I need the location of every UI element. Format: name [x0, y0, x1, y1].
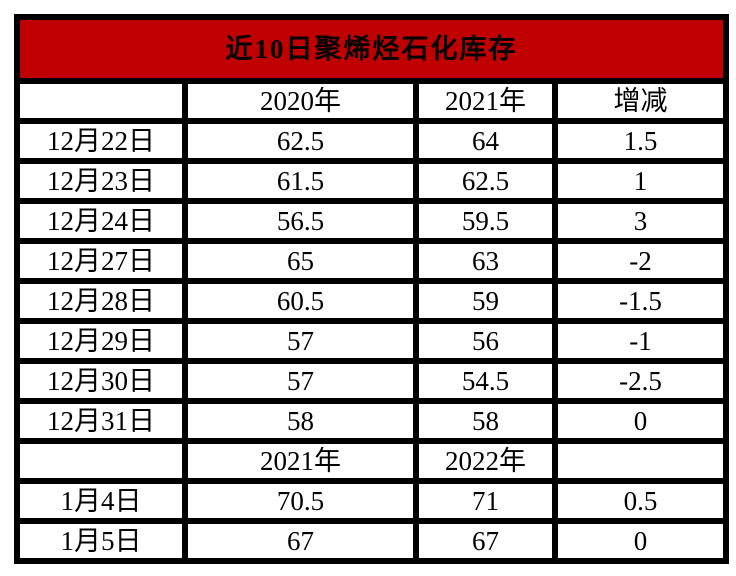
value-cell: 67	[413, 518, 558, 564]
value-cell: 62.5	[413, 158, 558, 204]
change-cell: 1	[552, 158, 729, 204]
column-header-2021b: 2021年	[182, 438, 419, 484]
change-cell: -2	[552, 238, 729, 284]
change-cell: 0.5	[552, 478, 729, 524]
value-cell: 61.5	[182, 158, 419, 204]
date-cell: 1月5日	[14, 518, 188, 564]
value-cell: 62.5	[182, 118, 419, 164]
table-title: 近10日聚烯烃石化库存	[14, 14, 729, 84]
value-cell: 64	[413, 118, 558, 164]
column-header-2022: 2022年	[413, 438, 558, 484]
date-cell: 12月31日	[14, 398, 188, 444]
date-cell: 12月30日	[14, 358, 188, 404]
table-row: 12月31日 58 58 0	[14, 398, 729, 444]
title-row: 近10日聚烯烃石化库存	[14, 14, 729, 84]
header-row-section1: 2020年 2021年 增减	[14, 78, 729, 124]
value-cell: 65	[182, 238, 419, 284]
table-row: 12月22日 62.5 64 1.5	[14, 118, 729, 164]
table-row: 1月5日 67 67 0	[14, 518, 729, 564]
value-cell: 56.5	[182, 198, 419, 244]
change-cell: -2.5	[552, 358, 729, 404]
column-header-2020: 2020年	[182, 78, 419, 124]
date-cell: 12月28日	[14, 278, 188, 324]
date-cell: 12月24日	[14, 198, 188, 244]
table-row: 12月30日 57 54.5 -2.5	[14, 358, 729, 404]
value-cell: 54.5	[413, 358, 558, 404]
date-cell: 12月22日	[14, 118, 188, 164]
column-header-blank	[14, 78, 188, 124]
change-cell: 3	[552, 198, 729, 244]
value-cell: 60.5	[182, 278, 419, 324]
value-cell: 57	[182, 318, 419, 364]
table-row: 12月23日 61.5 62.5 1	[14, 158, 729, 204]
date-cell: 1月4日	[14, 478, 188, 524]
value-cell: 71	[413, 478, 558, 524]
date-cell: 12月29日	[14, 318, 188, 364]
value-cell: 67	[182, 518, 419, 564]
change-cell: 0	[552, 398, 729, 444]
value-cell: 59	[413, 278, 558, 324]
change-cell: 0	[552, 518, 729, 564]
column-header-2021: 2021年	[413, 78, 558, 124]
date-cell: 12月27日	[14, 238, 188, 284]
column-header-change: 增减	[552, 78, 729, 124]
value-cell: 59.5	[413, 198, 558, 244]
column-header-blank2	[552, 438, 729, 484]
date-cell: 12月23日	[14, 158, 188, 204]
table-row: 12月29日 57 56 -1	[14, 318, 729, 364]
value-cell: 58	[413, 398, 558, 444]
change-cell: 1.5	[552, 118, 729, 164]
value-cell: 70.5	[182, 478, 419, 524]
change-cell: -1	[552, 318, 729, 364]
inventory-table: 近10日聚烯烃石化库存 2020年 2021年 增减 12月22日 62.5 6…	[14, 14, 729, 564]
value-cell: 63	[413, 238, 558, 284]
value-cell: 58	[182, 398, 419, 444]
value-cell: 57	[182, 358, 419, 404]
change-cell: -1.5	[552, 278, 729, 324]
column-header-blank	[14, 438, 188, 484]
value-cell: 56	[413, 318, 558, 364]
header-row-section2: 2021年 2022年	[14, 438, 729, 484]
table-row: 1月4日 70.5 71 0.5	[14, 478, 729, 524]
table-row: 12月24日 56.5 59.5 3	[14, 198, 729, 244]
table-row: 12月28日 60.5 59 -1.5	[14, 278, 729, 324]
table-row: 12月27日 65 63 -2	[14, 238, 729, 284]
